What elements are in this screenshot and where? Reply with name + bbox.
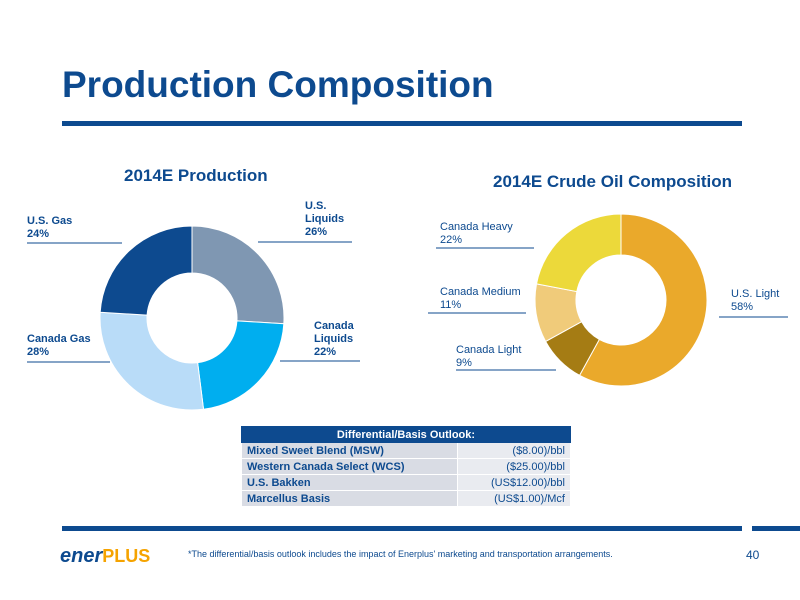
- slice-u-s-light: [578, 213, 708, 387]
- page-title: Production Composition: [62, 64, 494, 105]
- table-row: U.S. Bakken (US$12.00)/bbl: [241, 474, 571, 491]
- production-chart-title: 2014E Production: [124, 166, 268, 185]
- row-name: U.S. Bakken: [241, 474, 458, 491]
- crude-oil-chart-title: 2014E Crude Oil Composition: [493, 172, 732, 191]
- table-header: Differential/Basis Outlook:: [241, 426, 571, 443]
- label-canada-gas: Canada Gas 28%: [27, 333, 91, 358]
- row-name: Western Canada Select (WCS): [241, 458, 458, 475]
- page-number: 40: [746, 548, 760, 562]
- row-name: Marcellus Basis: [241, 490, 458, 507]
- enerplus-logo: enerPLUS: [60, 545, 151, 567]
- row-value: ($8.00)/bbl: [457, 442, 571, 459]
- footnote: *The differential/basis outlook includes…: [188, 549, 613, 559]
- table-row: Mixed Sweet Blend (MSW) ($8.00)/bbl: [241, 442, 571, 459]
- label-canada-liquids: Canada Liquids 22%: [314, 320, 354, 358]
- slice-canada-gas: [99, 311, 205, 411]
- row-name: Mixed Sweet Blend (MSW): [241, 442, 458, 459]
- slice-u-s-liquids: [191, 225, 285, 325]
- title-divider: [62, 121, 742, 126]
- row-value: (US$12.00)/bbl: [457, 474, 571, 491]
- label-canada-medium: Canada Medium 11%: [440, 286, 521, 311]
- slice-canada-heavy: [535, 213, 622, 293]
- label-us-gas: U.S. Gas 24%: [27, 215, 73, 240]
- label-us-liquids: U.S. Liquids 26%: [305, 200, 345, 238]
- table-row: Marcellus Basis (US$1.00)/Mcf: [241, 490, 571, 507]
- label-us-light: U.S. Light 58%: [731, 288, 780, 313]
- row-value: ($25.00)/bbl: [457, 458, 571, 475]
- row-value: (US$1.00)/Mcf: [457, 490, 571, 507]
- slice-u-s-gas: [99, 225, 193, 316]
- footer-divider: [62, 526, 742, 531]
- differential-outlook-table: Differential/Basis Outlook: Mixed Sweet …: [241, 426, 571, 507]
- label-canada-heavy: Canada Heavy 22%: [440, 221, 513, 246]
- footer-divider-end: [752, 526, 800, 531]
- table-row: Western Canada Select (WCS) ($25.00)/bbl: [241, 458, 571, 475]
- label-canada-light: Canada Light 9%: [456, 344, 522, 369]
